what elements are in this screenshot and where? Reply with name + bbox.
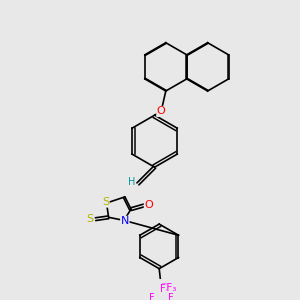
Text: F: F [169,293,174,300]
Text: F: F [160,284,166,294]
Text: CF₃: CF₃ [160,283,177,293]
Text: H: H [128,177,135,187]
Text: S: S [86,214,94,224]
Text: F: F [149,293,154,300]
Text: O: O [144,200,153,210]
Text: S: S [102,197,109,207]
Text: O: O [157,106,166,116]
Text: N: N [121,216,129,226]
